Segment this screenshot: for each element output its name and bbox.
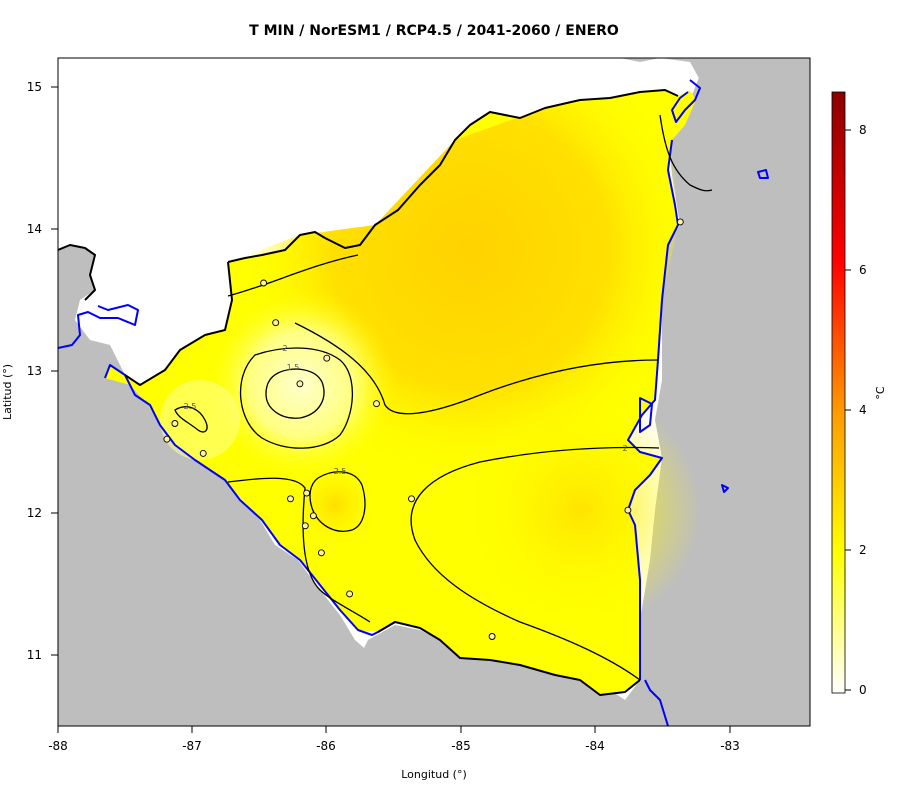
contour-1.5-closed [265, 368, 325, 419]
station-marker [323, 354, 331, 362]
station-marker [488, 633, 496, 640]
colorbar-gradient [831, 91, 846, 694]
y-tick-label: 15 [27, 80, 42, 94]
san-juan-coast [644, 679, 669, 726]
pearl-lagoon [639, 397, 653, 433]
contour-2.5-west [174, 406, 208, 433]
station-marker [272, 319, 280, 327]
station-markers [163, 218, 684, 640]
pacific-and-neighbors [58, 58, 372, 726]
contour-west-south [227, 477, 371, 623]
y-tick-label: 13 [27, 364, 42, 378]
y-tick-label: 14 [27, 222, 42, 236]
y-axis-title: Latitud (°) [1, 364, 14, 420]
border-costa-rica [377, 621, 641, 696]
contour-northeast [659, 114, 713, 192]
station-marker [199, 449, 207, 457]
y-tick-label: 11 [27, 648, 42, 662]
offshore-cay [721, 484, 729, 493]
border-el-salvador [58, 244, 96, 301]
colorbar-tick-label: 2 [859, 543, 867, 557]
border-honduras [227, 89, 679, 263]
x-tick-label: -88 [48, 739, 68, 753]
station-marker [260, 279, 268, 287]
contour-north [227, 254, 359, 297]
x-tick-label: -85 [451, 739, 471, 753]
station-marker [317, 549, 325, 557]
cabo-gracias-coast [671, 79, 701, 123]
station-marker [624, 506, 632, 514]
border-gulf-fonseca [124, 261, 233, 386]
colorbar-tick-label: 8 [859, 123, 867, 137]
x-tick-label: -87 [182, 739, 202, 753]
x-tick-label: -83 [720, 739, 740, 753]
cool-spot-west [160, 380, 240, 460]
colorbar: 0 2 4 6 8 °C [831, 91, 887, 697]
colorbar-tick-label: 0 [859, 683, 867, 697]
caribbean-coastline [627, 139, 679, 680]
contour-label: 2 [622, 444, 627, 453]
station-marker [676, 218, 684, 226]
station-marker [287, 495, 294, 503]
x-axis: -88 -87 -86 -85 -84 -83 Longitud (°) [48, 725, 740, 781]
warm-region-south [460, 390, 700, 630]
contour-label: 2.5 [184, 402, 197, 411]
contour-2.5-south [309, 471, 366, 532]
x-tick-label: -84 [585, 739, 605, 753]
contour-south-east [410, 446, 660, 681]
y-tick-label: 12 [27, 506, 42, 520]
station-marker [408, 495, 415, 503]
gulf-of-fonseca-coast [58, 304, 139, 349]
station-marker [163, 435, 171, 443]
x-tick-label: -86 [316, 739, 336, 753]
station-marker [373, 400, 380, 408]
station-marker [296, 380, 304, 388]
station-marker [346, 590, 354, 598]
contour-label: 2 [282, 344, 287, 353]
chart-title: T MIN / NorESM1 / RCP4.5 / 2041-2060 / E… [249, 23, 619, 39]
station-marker [301, 522, 309, 530]
colorbar-tick-label: 4 [859, 403, 867, 417]
contour-2-closed [239, 347, 354, 449]
colorbar-tick-label: 6 [859, 263, 867, 277]
station-marker [171, 420, 179, 427]
y-axis: 11 12 13 14 15 Latitud (°) [1, 80, 59, 662]
warm-spot-south [290, 460, 380, 550]
corn-islands [757, 169, 769, 179]
x-axis-title: Longitud (°) [401, 768, 467, 781]
contour-central [294, 322, 659, 415]
contour-label: 2.5 [334, 467, 347, 476]
contour-label: 1.5 [287, 363, 300, 372]
colorbar-unit-label: °C [874, 386, 887, 400]
station-marker [303, 489, 311, 497]
map-area: 2 1.5 2.5 2.5 2 [58, 58, 810, 726]
pacific-coastline [104, 364, 396, 636]
station-marker [309, 512, 317, 520]
